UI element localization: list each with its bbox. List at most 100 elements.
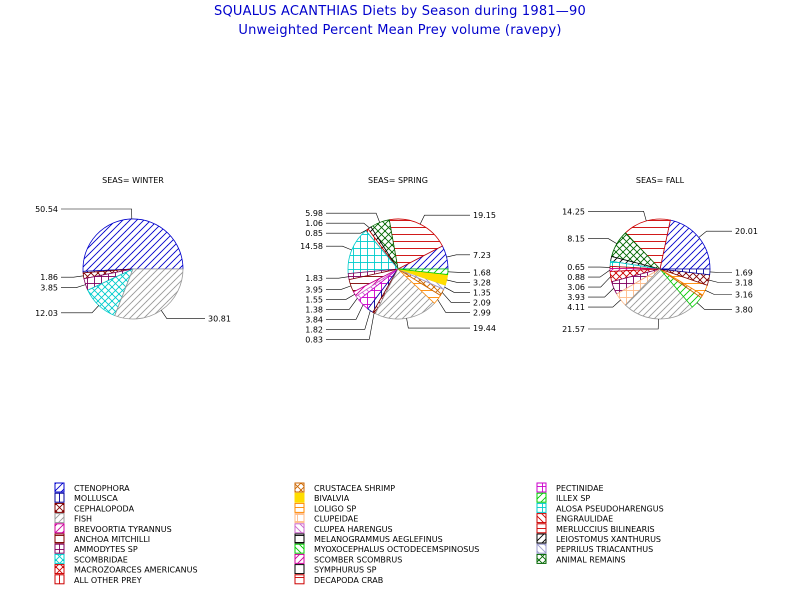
- pie-title: SEAS= FALL: [636, 176, 685, 185]
- leader-line: [61, 284, 86, 289]
- leader-line: [588, 318, 659, 330]
- legend-item-peprilus-triacanthus: PEPRILUS TRIACANTHUS: [536, 543, 653, 554]
- legend-label: LOLIGO SP: [314, 504, 356, 513]
- legend-swatch: [294, 523, 305, 534]
- legend-item-loligo-sp: LOLIGO SP: [294, 502, 356, 513]
- legend-item-melanogrammus-aeglefinus: MELANOGRAMMUS AEGLEFINUS: [294, 533, 443, 544]
- legend-swatch: [294, 533, 305, 544]
- legend-label: BREVOORTIA TYRANNUS: [74, 525, 172, 534]
- leader-line: [588, 299, 621, 308]
- legend-label: CTENOPHORA: [74, 484, 130, 493]
- legend-item-mollusca: MOLLUSCA: [54, 492, 118, 503]
- legend-swatch: [294, 513, 305, 524]
- pie-seas-spring: SEAS= SPRING 19.15 7.23 1.683.281.352.092.9…: [300, 176, 496, 344]
- legend-label: ILLEX SP: [556, 494, 590, 503]
- legend-swatch: [294, 564, 305, 575]
- legend-item-leiostomus-xanthurus: LEIOSTOMUS XANTHURUS: [536, 533, 661, 544]
- legend-swatch: [536, 482, 547, 493]
- pie-seas-winter: SEAS= WINTER 30.81 50.54 1.86 3.85 12.03: [35, 176, 231, 324]
- legend-label: CLUPEA HARENGUS: [314, 525, 393, 534]
- legend-item-ctenophora: CTENOPHORA: [54, 482, 130, 493]
- legend-swatch: [294, 492, 305, 503]
- legend-swatch: [536, 553, 547, 564]
- legend-swatch: [536, 513, 547, 524]
- legend-label: PEPRILUS TRIACANTHUS: [556, 545, 653, 554]
- pie-slice-alosa-pseudoharengus: [347, 230, 399, 275]
- slice-value-label: 30.81: [208, 315, 231, 324]
- slice-value-label: 19.15: [473, 211, 496, 220]
- legend-swatch: [294, 543, 305, 554]
- legend-item-merluccius-bilinearis: MERLUCCIUS BILINEARIS: [536, 523, 655, 534]
- legend-item-animal-remains: ANIMAL REMAINS: [536, 553, 626, 564]
- slice-value-label: 3.95: [305, 285, 323, 294]
- slice-value-label: 1.86: [40, 273, 58, 282]
- legend-swatch: [294, 574, 305, 585]
- slice-value-label: 2.09: [473, 298, 491, 307]
- legend-item-ammodytes-sp: AMMODYTES SP: [54, 543, 138, 554]
- legend-swatch: [54, 564, 65, 575]
- legend-swatch: [536, 543, 547, 554]
- leader-line: [588, 287, 615, 298]
- legend-label: ALL OTHER PREY: [74, 576, 142, 585]
- legend-label: DECAPODA CRAB: [314, 576, 383, 585]
- slice-value-label: 50.54: [35, 205, 58, 214]
- legend-label: AMMODYTES SP: [74, 545, 138, 554]
- legend-item-illex-sp: ILLEX SP: [536, 492, 590, 503]
- slice-value-label: 1.82: [305, 325, 323, 334]
- legend-swatch: [54, 492, 65, 503]
- legend-label: SYMPHURUS SP: [314, 566, 377, 575]
- legend-item-alosa-pseudoharengus: ALOSA PSEUDOHARENGUS: [536, 502, 664, 513]
- legend-swatch: [536, 502, 547, 513]
- leader-line: [588, 269, 611, 278]
- legend-label: CRUSTACEA SHRIMP: [314, 484, 395, 493]
- leader-line: [588, 276, 611, 288]
- legend-item-pectinidae: PECTINIDAE: [536, 482, 604, 493]
- leader-line: [588, 238, 618, 244]
- legend-swatch: [54, 502, 65, 513]
- slice-value-label: 14.58: [300, 242, 323, 251]
- slice-value-label: 3.18: [735, 278, 753, 287]
- legend-item-bivalvia: BIVALVIA: [294, 492, 350, 503]
- slice-value-label: 2.99: [473, 308, 491, 317]
- slice-value-label: 1.68: [473, 268, 491, 277]
- slice-value-label: 7.23: [473, 251, 491, 260]
- leader-line: [326, 312, 375, 340]
- legend-label: MELANOGRAMMUS AEGLEFINUS: [314, 535, 443, 544]
- legend-item-clupea-harengus: CLUPEA HARENGUS: [294, 523, 393, 534]
- legend-label: FISH: [74, 515, 92, 524]
- legend-item-engraulidae: ENGRAULIDAE: [536, 513, 613, 524]
- legend-item-myoxocephalus-octodecemspinosus: MYOXOCEPHALUS OCTODECEMSPINOSUS: [294, 543, 479, 554]
- leader-line: [588, 211, 647, 221]
- legend-label: ENGRAULIDAE: [556, 515, 613, 524]
- slice-value-label: 1.35: [473, 288, 491, 297]
- pie-slice-ctenophora: [82, 218, 184, 272]
- leader-line: [705, 290, 732, 295]
- slice-value-label: 21.57: [562, 325, 585, 334]
- slice-value-label: 3.85: [40, 284, 58, 293]
- legend-label: BIVALVIA: [314, 494, 350, 503]
- slice-value-label: 4.11: [567, 303, 585, 312]
- slice-value-label: 3.84: [305, 315, 323, 324]
- legend-swatch: [54, 523, 65, 534]
- legend-swatch: [536, 523, 547, 534]
- legend-item-decapoda-crab: DECAPODA CRAB: [294, 574, 383, 585]
- pie-seas-fall: SEAS= FALL 20.01 1.693.18 3.16 3.80 14.25 8.15…: [562, 176, 758, 334]
- leader-line: [419, 214, 470, 225]
- leader-line: [160, 310, 205, 319]
- leader-line: [326, 276, 349, 279]
- slice-value-label: 20.01: [735, 227, 758, 236]
- legend-label: CEPHALOPODA: [74, 504, 135, 513]
- legend-label: ALOSA PSEUDOHARENGUS: [556, 504, 664, 513]
- leader-line: [447, 271, 470, 273]
- legend-swatch: [536, 492, 547, 503]
- legend-item-scomber-scombrus: SCOMBER SCOMBRUS: [294, 553, 402, 564]
- leader-line: [446, 279, 470, 283]
- legend-label: ANCHOA MITCHILLI: [74, 535, 150, 544]
- legend-label: LEIOSTOMUS XANTHURUS: [556, 535, 661, 544]
- slice-value-label: 1.55: [305, 295, 323, 304]
- pie-title: SEAS= SPRING: [368, 176, 428, 185]
- legend-swatch: [294, 553, 305, 564]
- chart-title: SQUALUS ACANTHIAS Diets by Season during…: [214, 4, 586, 19]
- leader-line: [326, 304, 364, 320]
